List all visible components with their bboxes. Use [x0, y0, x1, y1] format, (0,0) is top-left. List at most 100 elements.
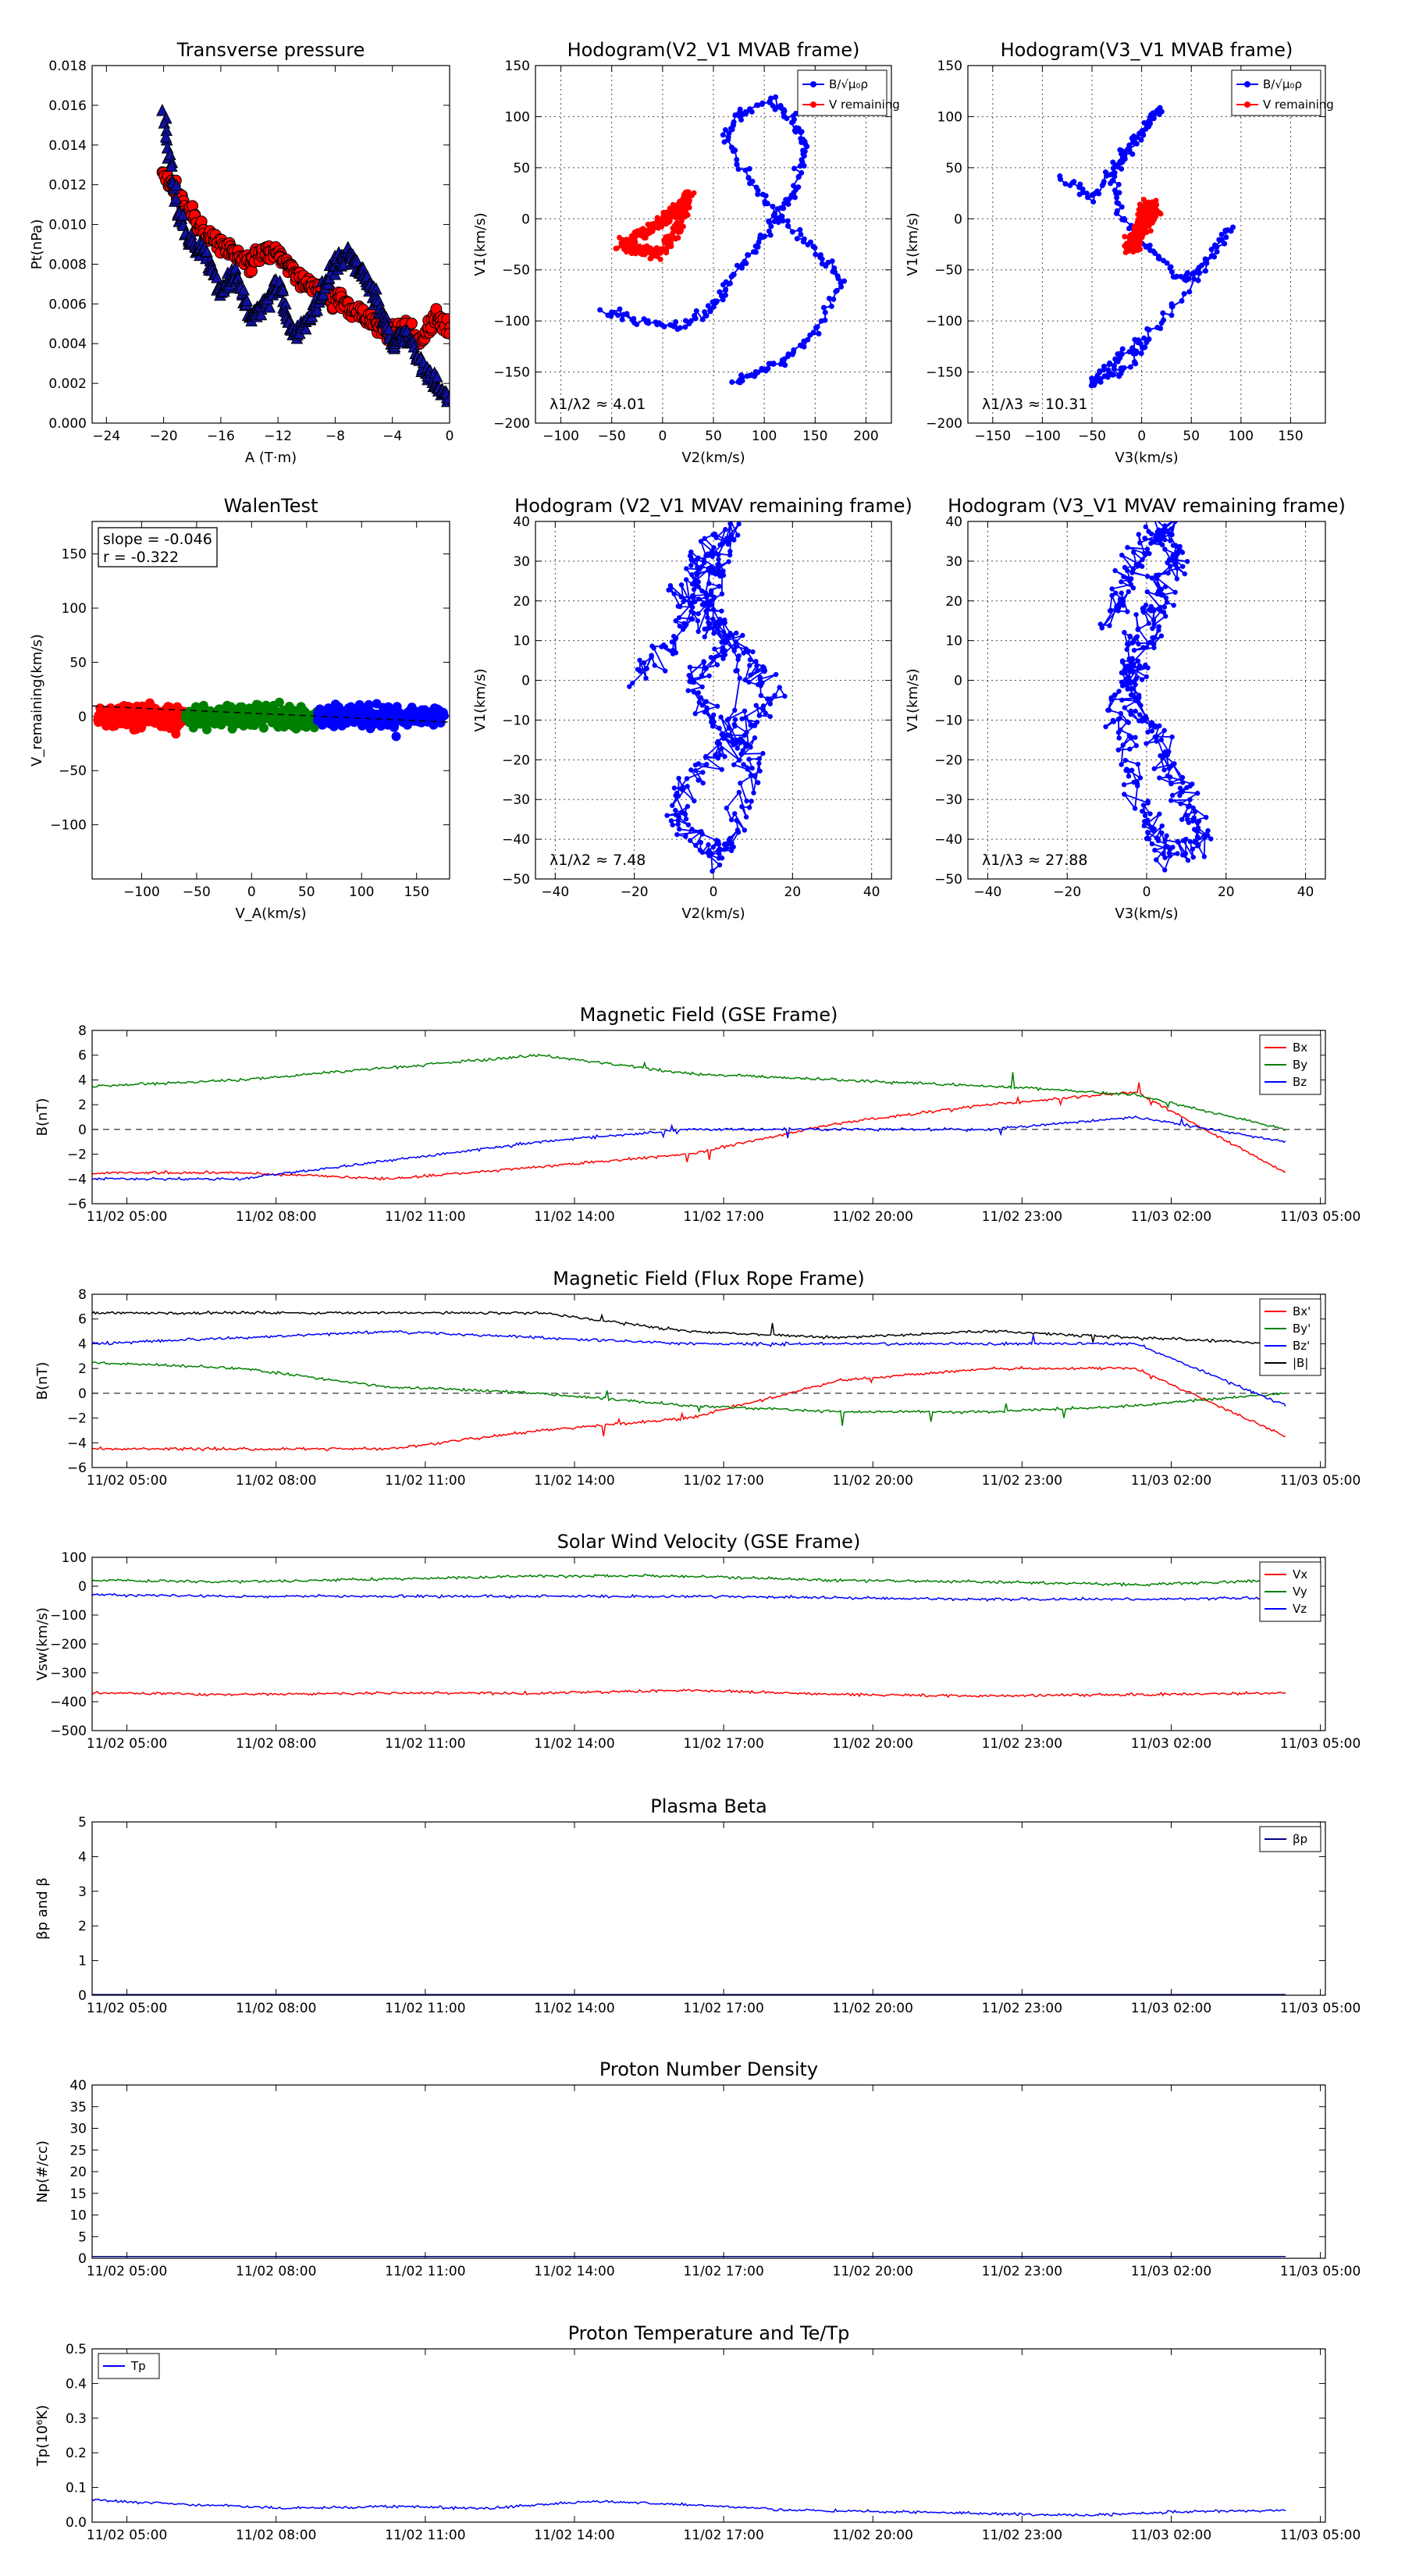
data-point — [1159, 542, 1165, 548]
data-point — [714, 619, 720, 625]
data-point — [733, 639, 738, 645]
data-point — [710, 868, 715, 874]
x-tick-label: 150 — [802, 429, 827, 444]
data-point — [738, 739, 744, 745]
data-point — [794, 236, 800, 242]
data-point — [680, 206, 686, 212]
data-point — [1140, 802, 1147, 808]
data-point — [1177, 792, 1183, 799]
data-point — [715, 562, 720, 568]
data-point — [668, 818, 674, 824]
data-point — [688, 767, 694, 773]
data-point — [1105, 707, 1111, 713]
data-point — [1161, 604, 1168, 610]
panel-bfr-plot-area — [92, 1310, 1325, 1452]
legend-label: By — [1293, 1058, 1307, 1072]
data-point — [1115, 201, 1122, 207]
data-point — [763, 193, 769, 199]
data-point — [617, 306, 623, 312]
data-point — [777, 205, 784, 211]
data-point — [799, 169, 805, 176]
legend-marker — [810, 101, 816, 108]
data-point — [752, 735, 758, 741]
y-tick-label: 2 — [78, 1919, 87, 1934]
x-tick-label: −20 — [1053, 884, 1081, 900]
data-point — [735, 532, 741, 538]
x-axis-label: V2(km/s) — [681, 906, 745, 922]
data-point — [1129, 685, 1135, 692]
data-point — [689, 582, 695, 587]
x-tick-label: 200 — [853, 429, 878, 444]
data-point — [1186, 820, 1192, 825]
data-point — [1187, 797, 1193, 802]
x-tick-label: 11/02 08:00 — [236, 1736, 316, 1752]
data-point — [696, 699, 702, 705]
data-point — [1111, 365, 1117, 372]
data-point — [791, 194, 798, 201]
data-point — [738, 372, 745, 379]
y-axis-label: Np(#/cc) — [34, 2140, 51, 2203]
data-point — [676, 615, 682, 621]
panel-title: WalenTest — [224, 495, 318, 517]
data-point — [757, 235, 763, 241]
data-point — [812, 245, 818, 251]
legend-label: |B| — [1293, 1356, 1308, 1370]
data-point — [688, 549, 694, 555]
legend-label: V remaining — [829, 98, 900, 112]
x-tick-label: 11/02 17:00 — [683, 2001, 763, 2016]
data-point — [1145, 800, 1151, 806]
data-point — [1162, 838, 1168, 843]
legend-marker — [810, 81, 816, 87]
y-tick-label: 100 — [937, 109, 962, 125]
data-point — [1205, 832, 1211, 838]
data-point — [1140, 130, 1146, 136]
data-point — [1099, 625, 1105, 631]
data-point — [720, 629, 727, 635]
data-point — [736, 789, 742, 795]
data-point — [702, 755, 709, 760]
data-point — [797, 226, 803, 233]
data-point — [1214, 249, 1220, 255]
x-tick-label: −24 — [92, 429, 120, 444]
data-point — [670, 802, 675, 809]
data-point — [749, 765, 755, 771]
data-point — [822, 309, 828, 315]
data-point — [802, 139, 808, 145]
data-point — [737, 106, 743, 112]
data-point — [745, 767, 750, 772]
panel-title: Proton Number Density — [599, 2058, 818, 2080]
y-tick-label: −10 — [934, 713, 962, 728]
y-tick-label: −100 — [926, 314, 962, 329]
data-point — [642, 229, 648, 235]
data-point — [1151, 645, 1157, 650]
x-tick-label: 11/03 02:00 — [1131, 1736, 1211, 1752]
data-point — [1149, 575, 1154, 581]
data-point — [1122, 757, 1129, 763]
x-axis-label: V3(km/s) — [1115, 906, 1178, 922]
x-tick-label: 40 — [1297, 884, 1314, 900]
x-tick-label: 11/02 20:00 — [833, 1209, 913, 1225]
data-point — [682, 812, 688, 817]
data-point — [673, 807, 678, 813]
data-point — [1162, 867, 1168, 873]
data-point — [211, 271, 223, 283]
data-point — [681, 599, 686, 604]
data-point — [699, 588, 705, 594]
panel-walen: −100 −50 0 50 100 150 −100 −50 0 50 100 150 WalenTes… — [29, 495, 450, 922]
legend-label: Tp — [130, 2359, 146, 2373]
data-point — [805, 336, 811, 343]
data-point — [1154, 857, 1159, 863]
data-point — [1132, 336, 1138, 343]
y-tick-label: 0.5 — [66, 2342, 87, 2357]
data-point — [1170, 761, 1176, 767]
data-point — [1119, 590, 1124, 596]
data-point — [1192, 809, 1198, 814]
data-point — [677, 325, 683, 331]
data-point — [1148, 531, 1154, 537]
data-point — [1164, 833, 1169, 838]
panel-h31r: −40 −20 0 20 40−50−40−30−20−10010203040Hodog… — [905, 495, 1346, 922]
data-point — [835, 276, 841, 282]
data-point — [695, 618, 701, 624]
data-point — [764, 201, 770, 207]
data-point — [724, 805, 730, 811]
